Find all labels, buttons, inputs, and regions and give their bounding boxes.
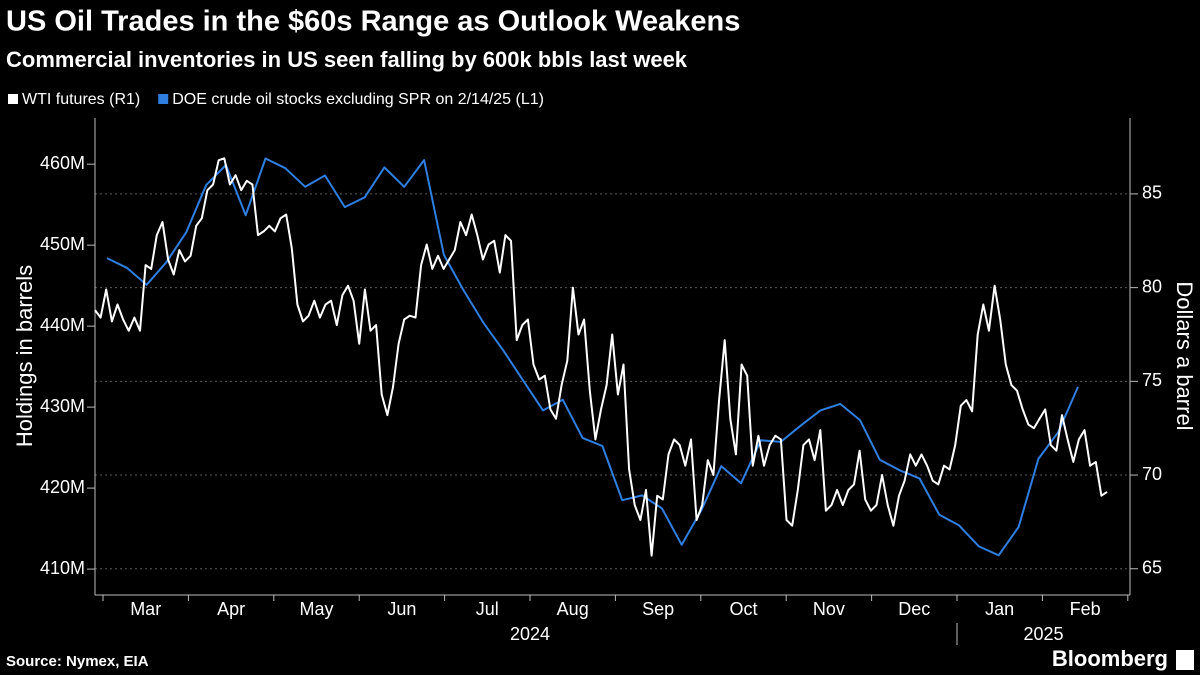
legend-swatch: [8, 94, 18, 104]
y-tick-label: 460M: [40, 153, 85, 173]
y-tick-label: 410M: [40, 558, 85, 578]
x-tick-label: Sep: [642, 599, 674, 619]
series-line: [106, 157, 1079, 557]
y2-tick-label: 75: [1142, 370, 1162, 390]
chart-subtitle: Commercial inventories in US seen fallin…: [6, 47, 688, 72]
y-tick-label: 440M: [40, 315, 85, 335]
legend-label: WTI futures (R1): [22, 91, 140, 108]
y-tick-label: 450M: [40, 234, 85, 254]
y-axis-title: Holdings in barrels: [12, 265, 37, 447]
x-tick-label: Jul: [476, 599, 499, 619]
year-label: 2024: [510, 624, 550, 644]
x-tick-label: May: [299, 599, 333, 619]
y2-tick-label: 85: [1142, 183, 1162, 203]
source: Source: Nymex, EIA: [6, 653, 149, 670]
legend-swatch: [158, 94, 169, 104]
x-tick-label: Feb: [1070, 599, 1101, 619]
brand: Bloomberg: [1052, 646, 1168, 671]
x-tick-label: Jan: [985, 599, 1014, 619]
x-tick-label: Nov: [813, 599, 845, 619]
x-tick-label: Dec: [898, 599, 930, 619]
series-line: [94, 157, 1108, 557]
x-tick-label: Mar: [130, 599, 161, 619]
x-tick-label: Apr: [217, 599, 245, 619]
y2-tick-label: 70: [1142, 464, 1162, 484]
x-tick-label: Jun: [387, 599, 416, 619]
y2-axis-title: Dollars a barrel: [1172, 281, 1197, 430]
x-tick-label: Aug: [557, 599, 589, 619]
legend-label: DOE crude oil stocks excluding SPR on 2/…: [172, 91, 544, 108]
y-tick-label: 420M: [40, 477, 85, 497]
x-tick-label: Oct: [729, 599, 757, 619]
year-label: 2025: [1023, 624, 1063, 644]
chart-title: US Oil Trades in the $60s Range as Outlo…: [6, 6, 740, 38]
brand-icon: [1176, 650, 1194, 670]
y2-tick-label: 80: [1142, 276, 1162, 296]
y-tick-label: 430M: [40, 396, 85, 416]
y2-tick-label: 65: [1142, 558, 1162, 578]
